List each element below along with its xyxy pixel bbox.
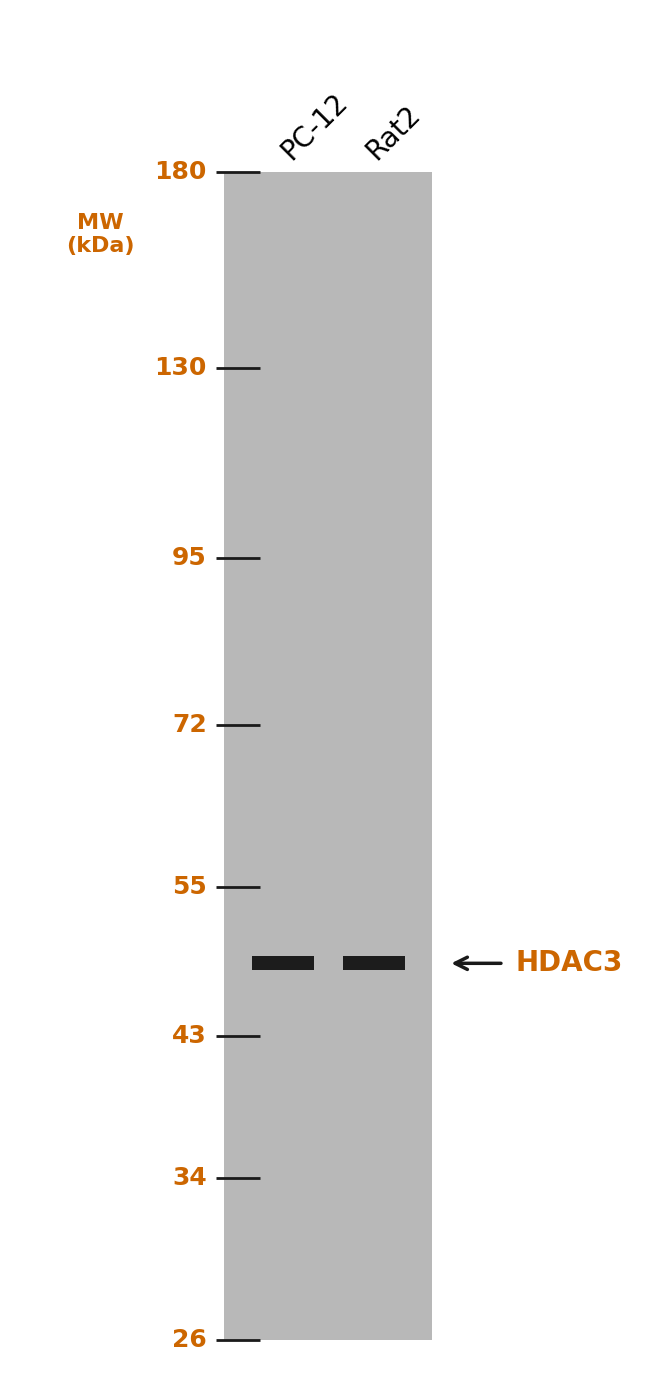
Text: PC-12: PC-12 [276, 88, 354, 165]
Text: MW
(kDa): MW (kDa) [66, 213, 135, 256]
Bar [224, 172, 432, 1340]
Text: 72: 72 [172, 713, 207, 736]
Text: 34: 34 [172, 1165, 207, 1190]
Text: 180: 180 [154, 159, 207, 184]
Text: 95: 95 [172, 545, 207, 569]
Text: 55: 55 [172, 875, 207, 900]
Text: HDAC3: HDAC3 [515, 949, 623, 977]
Text: 130: 130 [154, 356, 207, 381]
Text: 43: 43 [172, 1024, 207, 1048]
Text: Rat2: Rat2 [361, 100, 426, 165]
Bar [252, 956, 313, 970]
Bar [343, 956, 404, 970]
Text: 26: 26 [172, 1327, 207, 1352]
